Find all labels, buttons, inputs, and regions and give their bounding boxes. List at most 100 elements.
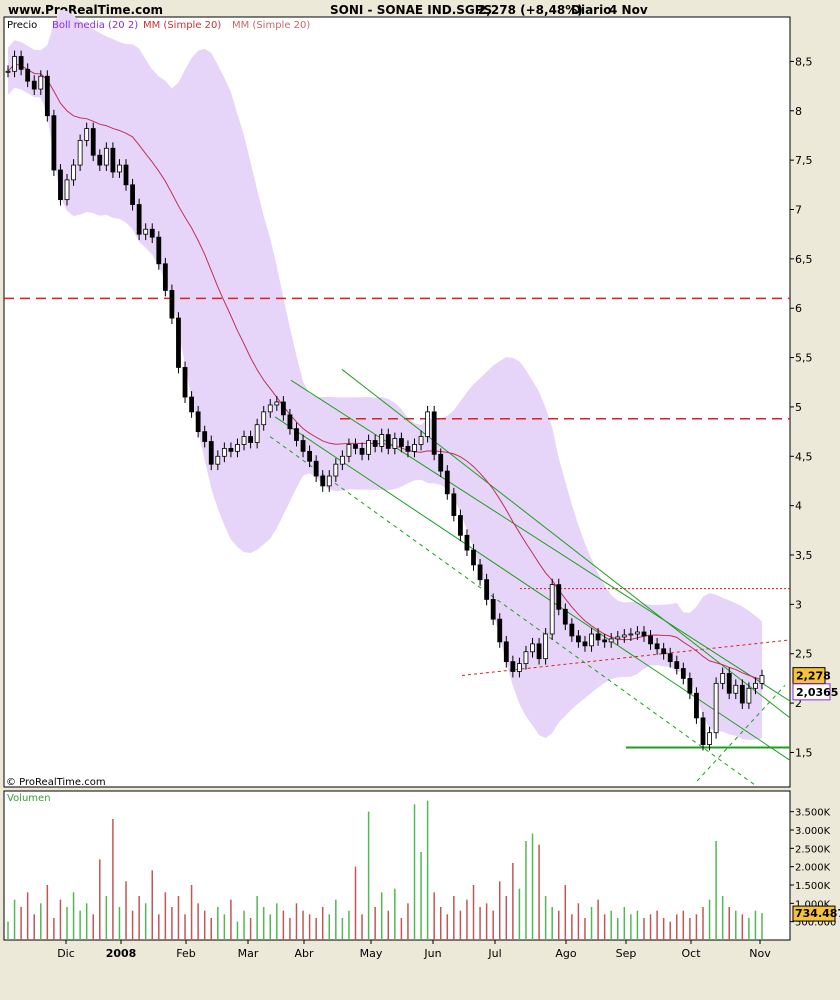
candle-up (713, 682, 719, 734)
candle-up (117, 164, 122, 173)
x-tick-label: Jun (423, 947, 441, 960)
candle-down (202, 431, 208, 442)
candle-up (5, 70, 11, 73)
candle-up (71, 164, 76, 181)
price-y-tick-label: 2,5 (795, 648, 813, 661)
candle-down (694, 692, 699, 719)
candle-down (149, 228, 155, 238)
legend-price: Precio (7, 20, 37, 31)
x-tick-label: Oct (681, 947, 701, 960)
candle-down (687, 678, 693, 694)
candle-up (339, 455, 345, 465)
candle-down (674, 661, 680, 669)
candle-up (549, 584, 555, 635)
candle-down (280, 401, 286, 416)
candle-up (254, 424, 260, 443)
candle-up (628, 633, 634, 636)
legend-ma-2: MM (Simple 20) (232, 20, 310, 31)
trend-line-3 (274, 416, 791, 761)
candle-down (195, 411, 201, 433)
volume-y-tick-label: 2.000K (795, 863, 831, 874)
price-y-tick-label: 7,5 (795, 154, 813, 167)
price-y-tick-label: 6,5 (795, 253, 813, 266)
price-y-tick-label: 5 (795, 401, 802, 414)
price-y-tick-label: 1,5 (795, 746, 813, 759)
candle-down (182, 367, 188, 398)
x-tick-label: Abr (294, 947, 314, 960)
volume-bars (7, 800, 763, 940)
last-volume-tag: 734.487 (795, 907, 840, 920)
candle-up (392, 438, 398, 449)
candle-down (156, 236, 162, 265)
candle-up (77, 139, 83, 166)
candle-down (464, 534, 470, 551)
price-y-tick-label: 5,5 (795, 352, 813, 365)
price-y-tick-label: 4,5 (795, 450, 813, 463)
ma-tag-box (792, 683, 831, 701)
x-tick-label: Feb (176, 947, 195, 960)
candle-down (320, 475, 326, 487)
candle-down (457, 515, 463, 536)
candle-down (497, 618, 503, 643)
x-tick-label: 2008 (106, 947, 137, 960)
last-price-tag: 2,278 (796, 670, 831, 683)
x-tick-label: Ago (555, 947, 577, 960)
candle-down (536, 643, 542, 660)
candle-down (97, 154, 103, 166)
candle-up (621, 634, 627, 638)
candle-down (739, 684, 745, 704)
volume-panel (3, 790, 791, 941)
site-name: www.ProRealTime.com (8, 3, 163, 17)
ma-tag: 2,0365 (796, 686, 838, 699)
candle-down (726, 673, 732, 694)
candle-down (484, 579, 490, 600)
candle-up (746, 687, 752, 704)
candle-up (261, 411, 267, 426)
candle-down (189, 396, 194, 413)
candle-up (38, 75, 44, 90)
x-tick-label: Dic (57, 947, 75, 960)
trend-line-rising-dashed (696, 684, 786, 782)
candle-up (379, 434, 385, 447)
candle-down (700, 717, 706, 745)
candle-up (103, 147, 109, 166)
candle-down (136, 204, 142, 235)
candle-down (307, 450, 313, 462)
candle-down (471, 549, 476, 566)
candle-up (326, 475, 332, 487)
candle-down (510, 661, 516, 672)
candle-down (313, 460, 319, 477)
candle-down (654, 643, 660, 650)
candle-up (733, 684, 739, 694)
candle-down (661, 648, 667, 655)
candle-up (412, 444, 417, 452)
trend-line-dashed (269, 436, 756, 786)
x-tick-label: May (360, 947, 383, 960)
candle-down (90, 128, 96, 156)
candle-down (287, 414, 293, 430)
x-tick-label: Mar (238, 947, 259, 960)
candle-down (359, 447, 365, 455)
x-tick-label: Sep (616, 947, 637, 960)
volume-label: Volumen (7, 793, 51, 804)
candle-up (635, 631, 640, 635)
candle-down (556, 584, 562, 610)
copyright: © ProRealTime.com (6, 777, 106, 788)
candle-down (176, 317, 181, 368)
price-y-tick-label: 3 (795, 598, 802, 611)
candle-up (143, 228, 149, 235)
legend-boll: Boll media (20 2) (52, 20, 138, 31)
candle-down (595, 633, 601, 641)
candle-down (248, 436, 253, 443)
candle-down (372, 440, 378, 447)
candle-down (680, 668, 686, 679)
price-y-tick-label: 2 (795, 697, 802, 710)
candle-up (346, 444, 352, 457)
candle-down (569, 623, 575, 637)
candle-up (523, 651, 529, 665)
candle-up (615, 636, 621, 640)
volume-y-tick-label: 3.000K (795, 826, 831, 837)
candle-down (353, 444, 358, 449)
candle-up (215, 455, 221, 465)
